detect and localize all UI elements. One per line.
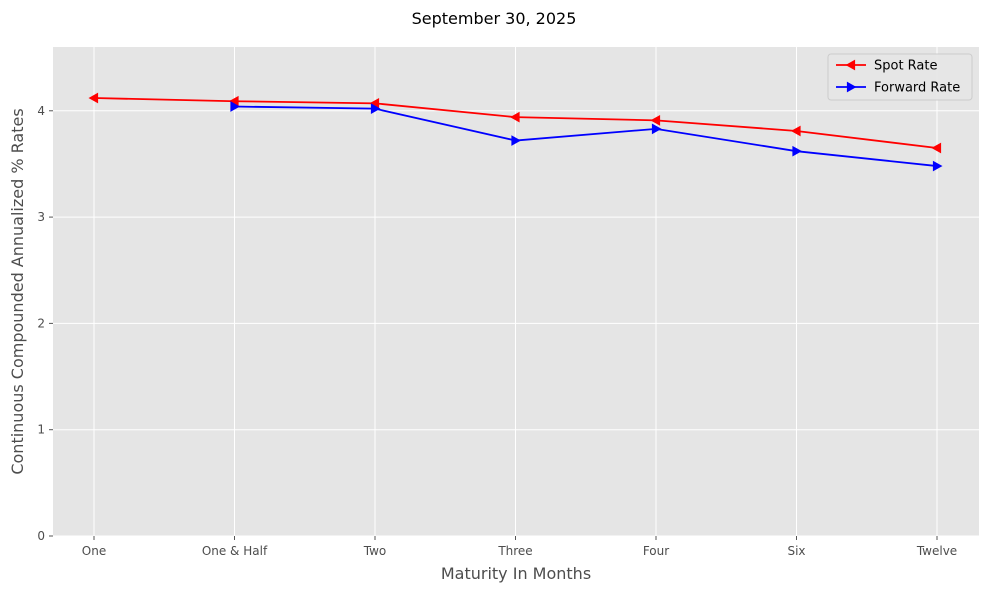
data-point [370,103,381,115]
legend-label-1: Forward Rate [874,81,960,96]
x-tick-label: Three [497,544,532,558]
data-point [651,123,662,135]
y-tick-label: 1 [37,423,45,437]
legend-label-0: Spot Rate [874,59,938,74]
x-tick-label: One [82,544,106,558]
x-axis-label: Maturity In Months [441,564,591,583]
grid-lines [53,47,979,537]
x-tick-label: Two [363,544,387,558]
legend: Spot Rate Forward Rate [827,53,973,101]
y-tick-label: 0 [37,529,45,543]
x-tick-label: One & Half [202,544,268,558]
data-point [792,145,803,157]
chart-title: September 30, 2025 [412,9,577,28]
data-point [511,135,522,146]
y-axis-label: Continuous Compounded Annualized % Rates [8,108,27,474]
x-tick-label: Twelve [916,544,957,558]
series-markers [88,92,943,172]
data-point [509,111,520,123]
legend-marker-1 [846,81,857,93]
x-tick-label: Four [643,544,669,558]
data-point [790,125,801,137]
series-line-1 [234,105,938,167]
data-point [931,142,942,154]
data-point [932,160,943,172]
data-point [88,92,99,104]
axis-ticks: One One & Half Two Three Four Six Twelve 0 1 2 3 4 [37,104,957,558]
y-tick-label: 2 [37,316,45,330]
data-point [650,115,661,126]
y-tick-label: 3 [37,210,45,224]
data-point [230,101,241,112]
legend-marker-0 [845,59,856,71]
x-tick-label: Six [787,544,805,558]
y-tick-label: 4 [37,104,45,118]
